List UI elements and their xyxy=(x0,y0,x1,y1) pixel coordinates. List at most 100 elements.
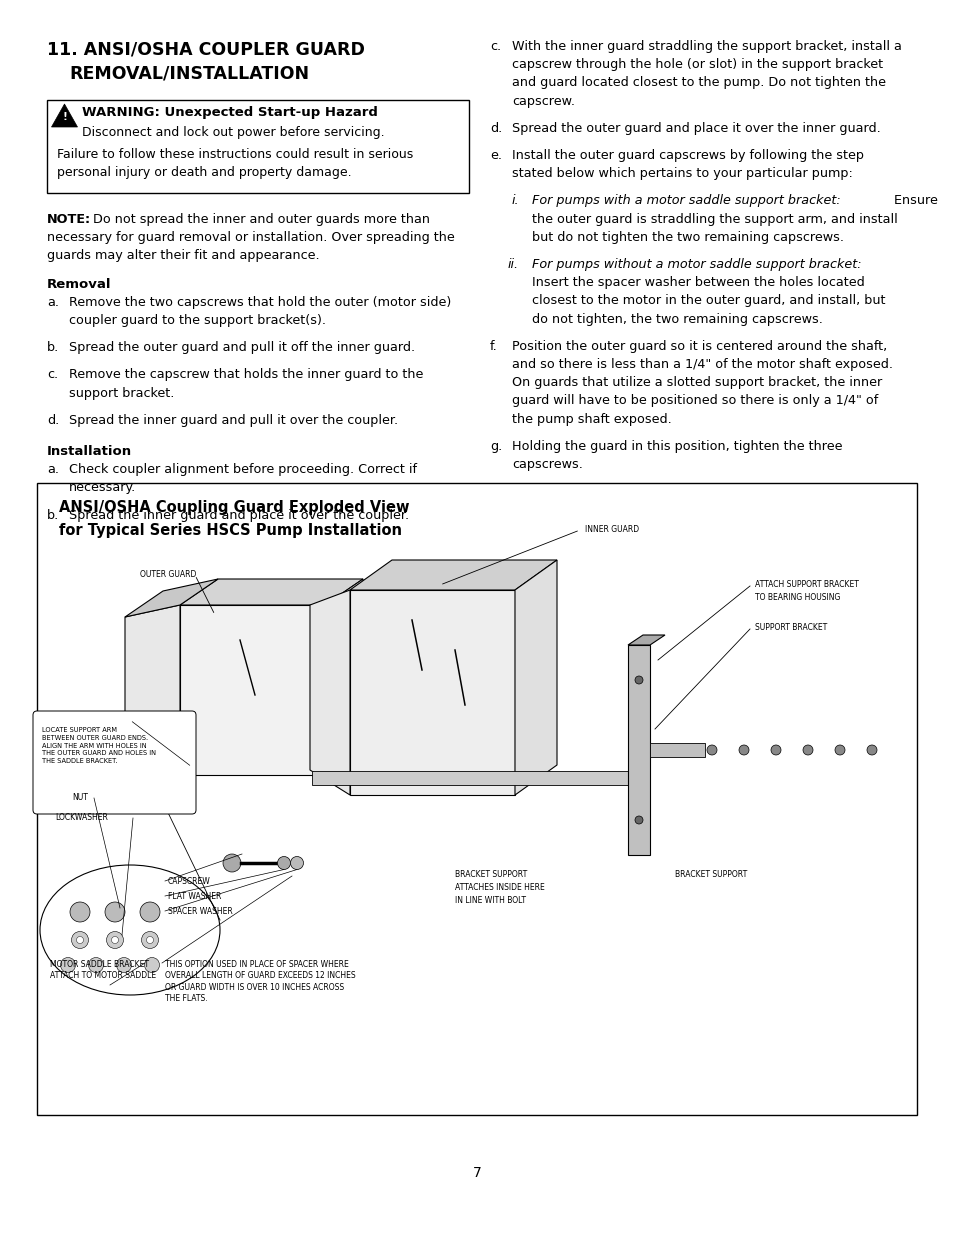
Text: Spread the outer guard and pull it off the inner guard.: Spread the outer guard and pull it off t… xyxy=(69,341,415,354)
Circle shape xyxy=(71,931,89,948)
Text: NOTE:: NOTE: xyxy=(47,212,91,226)
Circle shape xyxy=(706,745,717,755)
Text: capscrews.: capscrews. xyxy=(512,458,582,471)
Text: Do not spread the inner and outer guards more than: Do not spread the inner and outer guards… xyxy=(89,212,430,226)
Text: ATTACHES INSIDE HERE: ATTACHES INSIDE HERE xyxy=(455,883,544,892)
Text: Holding the guard in this position, tighten the three: Holding the guard in this position, tigh… xyxy=(512,440,841,453)
Text: TO BEARING HOUSING: TO BEARING HOUSING xyxy=(754,593,840,601)
Polygon shape xyxy=(312,771,627,785)
Circle shape xyxy=(802,745,812,755)
Polygon shape xyxy=(350,559,557,590)
Text: d.: d. xyxy=(490,122,501,135)
Text: necessary for guard removal or installation. Over spreading the: necessary for guard removal or installat… xyxy=(47,231,455,245)
Circle shape xyxy=(105,902,125,923)
Text: Removal: Removal xyxy=(47,278,112,290)
Polygon shape xyxy=(180,579,363,605)
Text: With the inner guard straddling the support bracket, install a: With the inner guard straddling the supp… xyxy=(512,40,901,53)
Text: stated below which pertains to your particular pump:: stated below which pertains to your part… xyxy=(512,167,852,180)
Text: OUTER GUARD: OUTER GUARD xyxy=(140,571,196,579)
Text: ANSI/OSHA Coupling Guard Exploded View: ANSI/OSHA Coupling Guard Exploded View xyxy=(59,500,409,515)
Text: closest to the motor in the outer guard, and install, but: closest to the motor in the outer guard,… xyxy=(532,294,884,308)
Circle shape xyxy=(635,816,642,824)
Text: for Typical Series HSCS Pump Installation: for Typical Series HSCS Pump Installatio… xyxy=(59,522,401,538)
Text: b.: b. xyxy=(47,509,59,521)
Text: Spread the inner guard and pull it over the coupler.: Spread the inner guard and pull it over … xyxy=(69,414,397,427)
Text: On guards that utilize a slotted support bracket, the inner: On guards that utilize a slotted support… xyxy=(512,377,882,389)
Circle shape xyxy=(112,936,118,944)
Polygon shape xyxy=(51,104,77,127)
Text: !: ! xyxy=(62,112,67,122)
Text: c.: c. xyxy=(490,40,500,53)
Text: BRACKET SUPPORT: BRACKET SUPPORT xyxy=(455,869,527,879)
Text: capscrew through the hole (or slot) in the support bracket: capscrew through the hole (or slot) in t… xyxy=(512,58,882,72)
Polygon shape xyxy=(515,559,557,795)
Text: c.: c. xyxy=(47,368,58,382)
Text: but do not tighten the two remaining capscrews.: but do not tighten the two remaining cap… xyxy=(532,231,843,243)
Circle shape xyxy=(60,957,75,972)
Text: g.: g. xyxy=(490,440,501,453)
Circle shape xyxy=(140,902,160,923)
Circle shape xyxy=(739,745,748,755)
Text: FLAT WASHER: FLAT WASHER xyxy=(168,892,221,902)
Text: a.: a. xyxy=(47,463,59,477)
Text: For pumps with a motor saddle support bracket:: For pumps with a motor saddle support br… xyxy=(532,194,840,207)
Text: For pumps without a motor saddle support bracket:: For pumps without a motor saddle support… xyxy=(532,258,861,270)
Circle shape xyxy=(635,676,642,684)
Text: necessary.: necessary. xyxy=(69,482,136,494)
Text: SPACER WASHER: SPACER WASHER xyxy=(168,906,233,916)
Text: Remove the capscrew that holds the inner guard to the: Remove the capscrew that holds the inner… xyxy=(69,368,423,382)
Text: Insert the spacer washer between the holes located: Insert the spacer washer between the hol… xyxy=(532,277,863,289)
Circle shape xyxy=(277,857,291,869)
Text: WARNING: Unexpected Start-up Hazard: WARNING: Unexpected Start-up Hazard xyxy=(82,106,377,119)
Text: Ensure: Ensure xyxy=(889,194,937,207)
Text: Spread the outer guard and place it over the inner guard.: Spread the outer guard and place it over… xyxy=(512,122,880,135)
Polygon shape xyxy=(325,579,363,776)
Text: ii.: ii. xyxy=(507,258,518,270)
Text: do not tighten, the two remaining capscrews.: do not tighten, the two remaining capscr… xyxy=(532,312,822,326)
Text: the pump shaft exposed.: the pump shaft exposed. xyxy=(512,412,671,426)
Text: f.: f. xyxy=(490,340,497,353)
Text: ATTACH SUPPORT BRACKET: ATTACH SUPPORT BRACKET xyxy=(754,580,858,589)
Polygon shape xyxy=(125,579,218,618)
Circle shape xyxy=(141,931,158,948)
Text: Position the outer guard so it is centered around the shaft,: Position the outer guard so it is center… xyxy=(512,340,886,353)
Circle shape xyxy=(770,745,781,755)
Text: guards may alter their fit and appearance.: guards may alter their fit and appearanc… xyxy=(47,249,319,262)
Text: Check coupler alignment before proceeding. Correct if: Check coupler alignment before proceedin… xyxy=(69,463,416,477)
Text: 7: 7 xyxy=(472,1166,481,1179)
Circle shape xyxy=(291,857,303,869)
Text: guard will have to be positioned so there is only a 1/4" of: guard will have to be positioned so ther… xyxy=(512,394,878,408)
Text: Spread the inner guard and place it over the coupler.: Spread the inner guard and place it over… xyxy=(69,509,409,521)
Text: Failure to follow these instructions could result in serious: Failure to follow these instructions cou… xyxy=(57,148,413,161)
Text: INNER GUARD: INNER GUARD xyxy=(584,525,639,534)
Circle shape xyxy=(147,936,153,944)
Polygon shape xyxy=(627,645,649,855)
Text: CAPSCREW: CAPSCREW xyxy=(168,877,211,885)
Text: REMOVAL/INSTALLATION: REMOVAL/INSTALLATION xyxy=(69,64,309,83)
Text: THIS OPTION USED IN PLACE OF SPACER WHERE
OVERALL LENGTH OF GUARD EXCEEDS 12 INC: THIS OPTION USED IN PLACE OF SPACER WHER… xyxy=(165,960,355,1003)
Circle shape xyxy=(70,902,90,923)
Text: i.: i. xyxy=(512,194,519,207)
Text: e.: e. xyxy=(490,149,501,162)
Text: Install the outer guard capscrews by following the step: Install the outer guard capscrews by fol… xyxy=(512,149,863,162)
Text: b.: b. xyxy=(47,341,59,354)
Text: a.: a. xyxy=(47,296,59,309)
Text: support bracket.: support bracket. xyxy=(69,387,174,400)
Text: 11. ANSI/OSHA COUPLER GUARD: 11. ANSI/OSHA COUPLER GUARD xyxy=(47,40,364,58)
Text: Disconnect and lock out power before servicing.: Disconnect and lock out power before ser… xyxy=(82,126,384,140)
Text: personal injury or death and property damage.: personal injury or death and property da… xyxy=(57,165,352,179)
Text: d.: d. xyxy=(47,414,59,427)
FancyBboxPatch shape xyxy=(37,483,916,1115)
FancyBboxPatch shape xyxy=(33,711,195,814)
Circle shape xyxy=(107,931,123,948)
FancyBboxPatch shape xyxy=(47,100,469,193)
Polygon shape xyxy=(649,743,704,757)
Text: and so there is less than a 1/4" of the motor shaft exposed.: and so there is less than a 1/4" of the … xyxy=(512,358,892,370)
Circle shape xyxy=(76,936,84,944)
Circle shape xyxy=(223,853,241,872)
Text: NUT: NUT xyxy=(71,793,88,802)
Text: IN LINE WITH BOLT: IN LINE WITH BOLT xyxy=(455,897,525,905)
Text: the outer guard is straddling the support arm, and install: the outer guard is straddling the suppor… xyxy=(532,212,897,226)
Text: and guard located closest to the pump. Do not tighten the: and guard located closest to the pump. D… xyxy=(512,77,885,89)
Circle shape xyxy=(89,957,103,972)
